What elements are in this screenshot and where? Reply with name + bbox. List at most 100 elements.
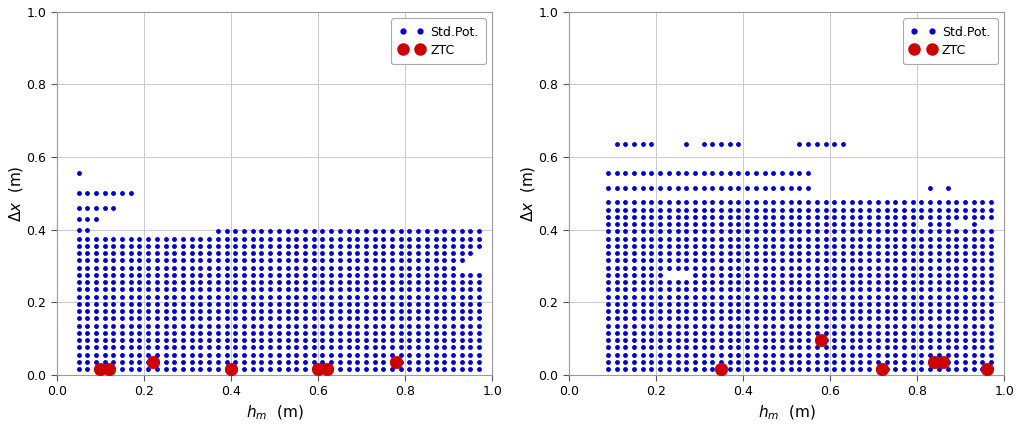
Point [149, 264, 165, 271]
Point [895, 337, 912, 344]
Point [367, 301, 383, 308]
Point [375, 257, 391, 264]
Point [436, 315, 452, 322]
Point [652, 257, 669, 264]
Point [678, 141, 694, 148]
Point [410, 286, 427, 293]
Point [340, 264, 356, 271]
Point [401, 351, 418, 358]
Point [599, 272, 616, 278]
Point [280, 250, 296, 257]
Point [245, 322, 261, 329]
Point [966, 228, 982, 235]
Point [288, 228, 304, 235]
Point [262, 286, 279, 293]
Point [192, 366, 208, 373]
Point [253, 351, 270, 358]
Point [939, 199, 956, 206]
Point [930, 242, 946, 249]
Point [445, 315, 461, 322]
Point [905, 293, 921, 300]
Point [782, 221, 798, 227]
Point [227, 293, 243, 300]
Point [722, 359, 738, 366]
Point [192, 359, 208, 366]
Point [340, 257, 356, 264]
Point [236, 322, 252, 329]
Point [922, 272, 938, 278]
Point [966, 242, 982, 249]
Point [367, 279, 383, 286]
Point [114, 279, 131, 286]
Point [695, 272, 712, 278]
Point [634, 337, 650, 344]
Point [939, 184, 956, 191]
Point [626, 344, 642, 351]
Point [757, 228, 773, 235]
Point [905, 329, 921, 336]
Point [983, 301, 1000, 308]
Point [826, 199, 842, 206]
Point [782, 315, 798, 322]
Point [262, 272, 279, 278]
Point [878, 272, 894, 278]
Point [609, 141, 625, 148]
Point [471, 242, 487, 249]
Point [357, 279, 374, 286]
Point [809, 206, 825, 213]
Point [166, 250, 183, 257]
Point [843, 257, 860, 264]
Point [861, 286, 877, 293]
Point [271, 257, 287, 264]
Point [957, 344, 973, 351]
Point [652, 359, 669, 366]
Point [757, 308, 773, 314]
Point [114, 293, 131, 300]
Point [70, 272, 87, 278]
Point [695, 329, 712, 336]
Point [695, 315, 712, 322]
Point [887, 257, 904, 264]
Point [634, 235, 650, 242]
Point [453, 337, 470, 344]
Point [384, 315, 400, 322]
Point [184, 301, 200, 308]
Point [393, 228, 409, 235]
Point [974, 264, 990, 271]
Point [192, 286, 208, 293]
Point [114, 272, 131, 278]
Point [626, 170, 642, 177]
Point [670, 170, 686, 177]
Point [922, 228, 938, 235]
Point [70, 337, 87, 344]
Point [393, 286, 409, 293]
Point [913, 359, 929, 366]
Point [730, 337, 746, 344]
Point [323, 322, 339, 329]
Point [835, 235, 852, 242]
Point [105, 366, 121, 373]
Point [617, 250, 633, 257]
Point [626, 206, 642, 213]
Point [826, 235, 842, 242]
Point [288, 257, 304, 264]
Point [123, 351, 139, 358]
Point [922, 315, 938, 322]
Point [704, 293, 721, 300]
Point [262, 264, 279, 271]
Point [419, 344, 435, 351]
Point [722, 250, 738, 257]
Point [809, 272, 825, 278]
Point [905, 235, 921, 242]
Point [949, 214, 965, 221]
Point [140, 359, 156, 366]
Point [79, 308, 95, 314]
Point [236, 242, 252, 249]
Point [643, 199, 660, 206]
Point [357, 250, 374, 257]
Point [357, 286, 374, 293]
Point [843, 235, 860, 242]
Point [739, 301, 756, 308]
Point [809, 141, 825, 148]
Point [114, 366, 131, 373]
